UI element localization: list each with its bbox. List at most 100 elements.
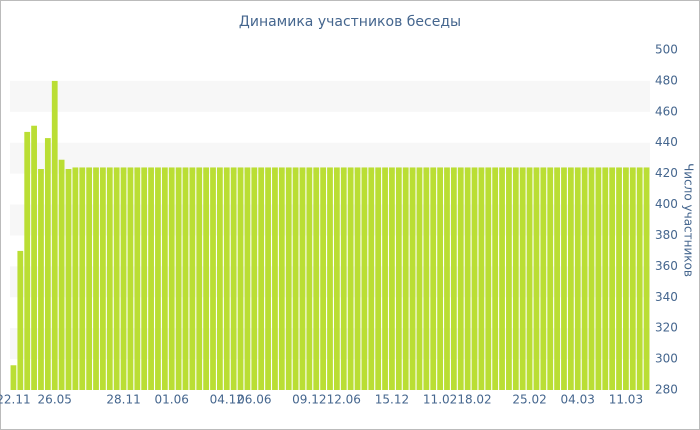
y-tick-label: 420 [655,166,678,180]
bar [499,167,505,390]
bar [512,167,519,390]
bar [113,167,120,390]
bar [313,167,320,390]
bar [478,167,485,390]
bar [10,365,17,390]
bar [175,167,182,390]
x-tick-label: 04.03 [561,393,595,407]
bar [416,167,423,390]
bar [65,169,72,390]
bar [561,167,567,390]
bar [354,167,361,390]
bar [347,167,354,390]
bar [457,167,464,390]
x-tick-label: 22.11 [0,393,31,407]
bar [327,167,333,390]
bar [409,167,416,390]
bar [223,167,230,390]
y-tick-label: 380 [655,228,678,242]
bar [623,167,629,390]
x-tick-label: 11.02 [423,393,457,407]
y-tick-label: 500 [655,43,678,57]
bar [155,167,161,390]
bar [251,167,258,390]
bar [272,167,278,390]
y-tick-label: 460 [655,104,678,118]
bar [79,167,86,390]
bar [258,167,265,390]
bar [382,167,388,390]
bar [203,167,210,390]
bar [629,167,636,390]
bar [540,167,547,390]
bar [230,167,237,390]
bar [368,167,375,390]
bar [506,167,512,390]
bar [51,80,58,390]
bar [100,167,106,390]
y-tick-label: 360 [655,259,678,273]
bar [278,167,285,390]
y-tick-label: 320 [655,321,678,335]
bar [141,167,148,390]
bar [602,167,609,390]
bar [86,167,93,390]
bar [554,167,560,390]
bar [430,167,437,390]
bar [72,167,79,390]
bar [389,167,395,390]
y-axis-label: Число участников [682,163,696,277]
bar [588,167,595,390]
bar [38,169,44,390]
bar [161,167,168,390]
bar [595,167,602,390]
bar [17,250,24,390]
bar [402,167,409,390]
bar [643,167,650,390]
y-tick-label: 280 [655,383,678,397]
bar [574,167,581,390]
bar [285,167,292,390]
bar [581,167,588,390]
x-tick-label: 01.06 [155,393,189,407]
bar [616,167,622,390]
bar [526,167,533,390]
bar [340,167,347,390]
bar [134,167,141,390]
bar [609,167,616,390]
x-tick-label: 11.03 [609,393,643,407]
bar [299,167,306,390]
bar [265,167,271,390]
bar [93,167,99,390]
y-tick-label: 340 [655,290,678,304]
bar [567,167,574,390]
bar [547,167,554,390]
bar [533,167,540,390]
bar [450,167,457,390]
bar [306,167,313,390]
y-tick-label: 480 [655,73,678,87]
x-tick-label: 25.02 [512,393,546,407]
bar [237,167,244,390]
bar [320,167,327,390]
x-tick-label: 15.12 [375,393,409,407]
chart-title: Динамика участников беседы [239,14,461,30]
bar [196,167,203,390]
bar [31,125,37,391]
y-tick-label: 440 [655,135,678,149]
bar [210,167,216,390]
bar [519,167,526,390]
bar [127,167,134,390]
bar [375,167,382,390]
x-tick-label: 06.06 [237,393,271,407]
bar [58,159,65,390]
y-tick-label: 400 [655,197,678,211]
bar [148,167,154,390]
grid-band [10,80,650,112]
bar [492,167,499,390]
bar [44,138,51,390]
bar [120,167,127,390]
bar [24,131,31,390]
x-tick-label: 12.06 [327,393,361,407]
bar [464,167,471,390]
